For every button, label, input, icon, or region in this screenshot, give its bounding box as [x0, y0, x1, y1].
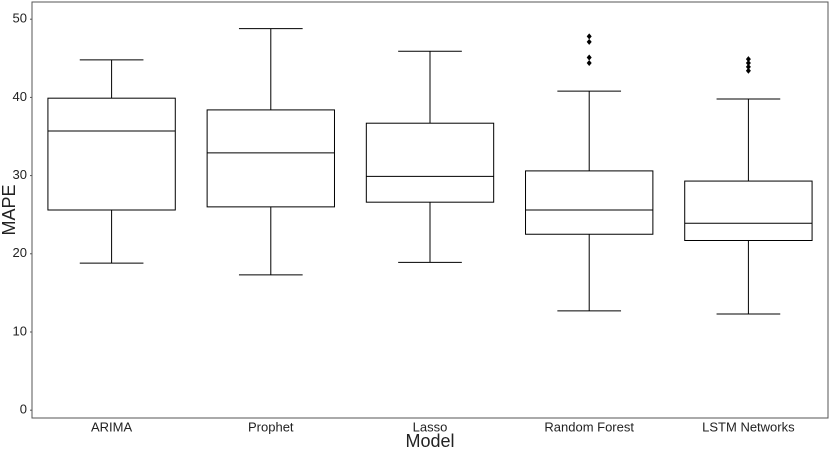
outlier — [745, 56, 751, 63]
y-tick-label: 40 — [13, 89, 27, 104]
outlier — [586, 38, 592, 45]
y-tick-label: 30 — [13, 167, 27, 182]
x-tick-label: Prophet — [248, 419, 294, 434]
box — [206, 109, 335, 208]
y-tick-label: 0 — [20, 402, 27, 417]
box — [365, 122, 495, 203]
x-tick-label: LSTM Networks — [702, 419, 795, 434]
outlier — [586, 33, 592, 40]
x-tick-label: Random Forest — [544, 419, 634, 434]
outlier — [586, 59, 592, 66]
outlier — [586, 54, 592, 61]
outlier — [745, 63, 751, 70]
box — [47, 97, 176, 211]
y-tick-label: 50 — [13, 11, 27, 26]
y-axis-title: MAPE — [0, 184, 19, 235]
box — [525, 170, 654, 235]
box — [684, 180, 813, 241]
outlier — [745, 67, 751, 74]
plot-frame — [31, 1, 829, 419]
x-tick-label: Lasso — [413, 419, 448, 434]
x-axis-title: Model — [405, 431, 454, 451]
y-tick-label: 10 — [13, 323, 27, 338]
outlier — [745, 59, 751, 66]
y-tick-label: 20 — [13, 245, 27, 260]
x-tick-label: ARIMA — [91, 419, 133, 434]
